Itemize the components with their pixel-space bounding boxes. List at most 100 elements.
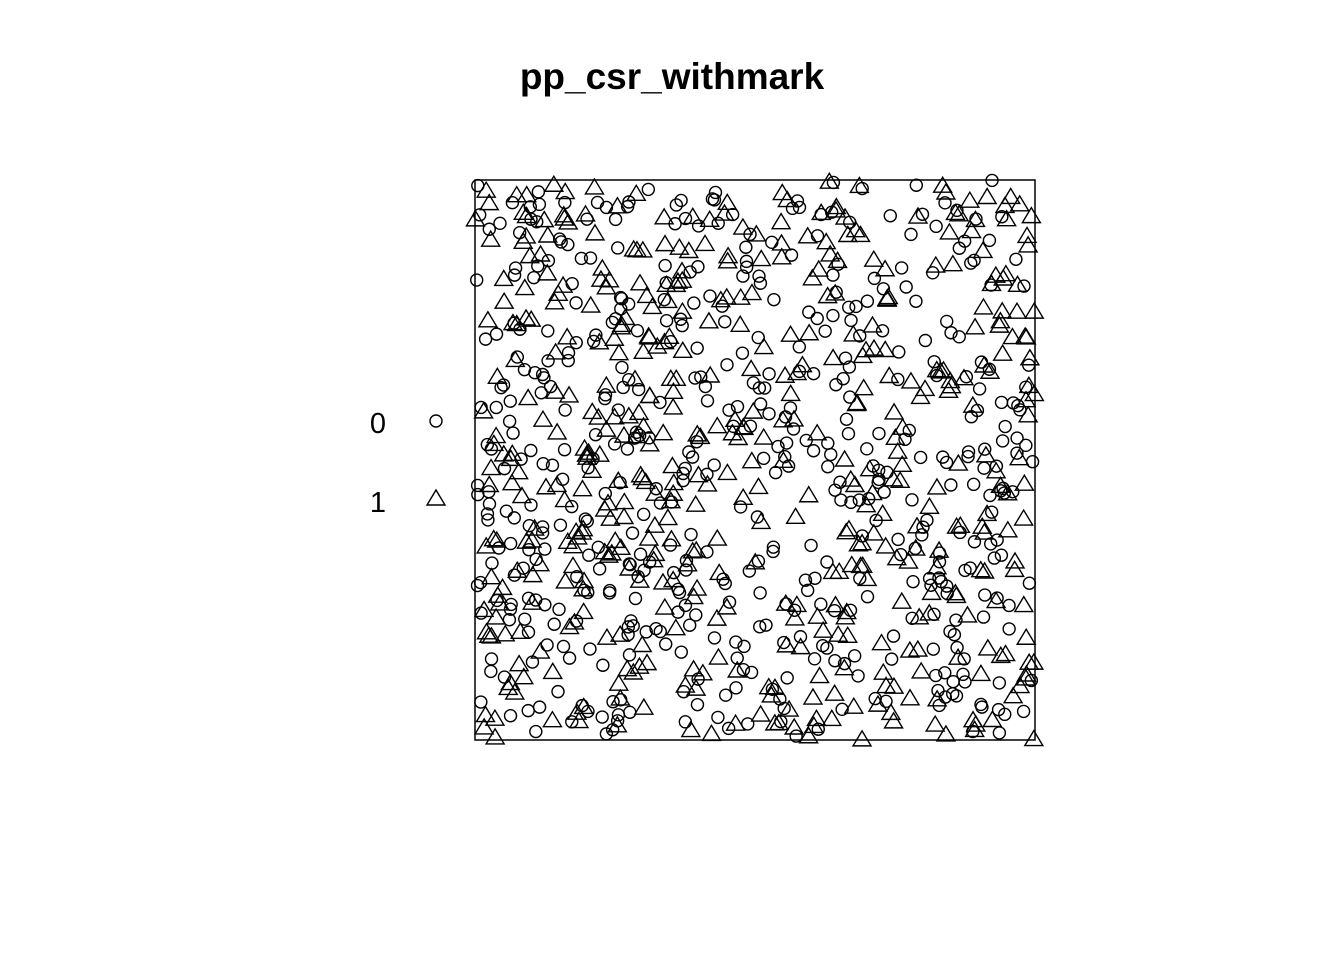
point-mark-0 (756, 451, 771, 466)
point-mark-1 (636, 653, 658, 671)
point-mark-1 (812, 620, 834, 638)
point-mark-1 (598, 545, 620, 563)
point-mark-1 (995, 264, 1017, 282)
point-mark-1 (972, 516, 993, 534)
point-mark-0 (484, 652, 499, 666)
point-mark-1 (989, 315, 1010, 333)
point-mark-1 (1017, 405, 1039, 423)
point-mark-1 (926, 689, 948, 707)
point-mark-0 (932, 571, 946, 585)
point-mark-1 (950, 515, 971, 533)
point-mark-1 (819, 171, 840, 189)
point-mark-1 (629, 570, 651, 588)
point-mark-0 (860, 294, 875, 308)
point-mark-1 (1016, 664, 1037, 682)
point-mark-0 (561, 237, 575, 252)
point-mark-1 (510, 621, 531, 639)
point-mark-0 (811, 722, 825, 736)
point-mark-0 (632, 428, 647, 443)
point-mark-1 (672, 301, 693, 319)
point-mark-0 (622, 648, 637, 662)
point-mark-1 (1002, 686, 1024, 704)
point-mark-1 (892, 454, 913, 473)
point-mark-0 (844, 313, 858, 328)
point-mark-0 (484, 442, 499, 456)
point-mark-0 (480, 507, 495, 521)
point-mark-0 (842, 360, 857, 374)
point-mark-1 (802, 268, 823, 286)
point-mark-0 (836, 372, 850, 386)
point-mark-0 (489, 400, 503, 415)
point-mark-0 (802, 305, 816, 319)
point-mark-0 (575, 698, 589, 713)
point-mark-0 (851, 669, 865, 683)
point-mark-0 (753, 276, 768, 290)
point-mark-1 (657, 508, 679, 526)
point-mark-0 (694, 370, 708, 384)
point-mark-1 (465, 209, 486, 227)
point-mark-0 (636, 507, 651, 522)
point-mark-1 (671, 261, 693, 279)
point-mark-0 (918, 333, 933, 348)
point-mark-0 (529, 552, 543, 566)
point-mark-0 (867, 271, 882, 286)
point-mark-1 (632, 240, 654, 258)
point-mark-1 (669, 237, 690, 255)
point-mark-1 (514, 278, 536, 296)
point-mark-1 (522, 565, 543, 583)
point-mark-0 (828, 483, 842, 497)
point-mark-0 (1019, 380, 1033, 394)
point-mark-1 (652, 423, 674, 441)
point-mark-1 (883, 402, 905, 420)
point-mark-0 (877, 485, 891, 499)
point-mark-0 (521, 591, 536, 605)
point-mark-1 (537, 225, 559, 243)
point-mark-0 (820, 641, 834, 655)
point-mark-1 (555, 571, 576, 589)
point-mark-0 (766, 540, 781, 554)
point-mark-0 (700, 467, 714, 482)
point-mark-0 (987, 551, 1002, 565)
point-mark-1 (596, 627, 618, 645)
point-mark-1 (885, 427, 906, 446)
point-mark-1 (837, 625, 858, 644)
point-mark-0 (736, 663, 751, 677)
point-mark-1 (807, 606, 828, 624)
point-mark-1 (871, 633, 892, 651)
point-mark-0 (574, 251, 589, 266)
point-mark-0 (894, 261, 909, 275)
point-mark-0 (507, 268, 522, 282)
point-mark-0 (842, 300, 856, 315)
point-mark-1 (982, 710, 1003, 728)
point-mark-0 (963, 561, 977, 575)
point-mark-1 (775, 593, 796, 611)
point-mark-0 (766, 544, 780, 559)
point-mark-0 (707, 458, 721, 472)
point-mark-1 (677, 554, 698, 572)
point-mark-1 (479, 475, 500, 493)
point-mark-0 (538, 542, 552, 556)
point-mark-0 (547, 617, 561, 631)
point-mark-0 (839, 412, 854, 427)
point-mark-0 (541, 354, 555, 368)
point-mark-0 (503, 536, 518, 551)
point-mark-0 (705, 192, 720, 206)
point-mark-0 (938, 666, 952, 680)
point-mark-1 (973, 297, 994, 315)
point-mark-1 (614, 492, 635, 510)
point-mark-1 (493, 269, 515, 287)
point-mark-0 (722, 403, 736, 417)
point-mark-0 (553, 518, 568, 532)
point-mark-1 (824, 683, 845, 701)
point-mark-1 (774, 365, 796, 383)
point-mark-0 (744, 665, 759, 680)
point-mark-0 (667, 565, 681, 580)
point-mark-0 (653, 496, 668, 510)
point-mark-1 (505, 350, 526, 368)
point-mark-0 (631, 382, 646, 397)
point-mark-0 (779, 436, 794, 450)
point-mark-1 (662, 456, 683, 474)
point-mark-1 (522, 592, 543, 610)
point-mark-1 (485, 426, 507, 444)
legend-label-0: 0 (370, 408, 386, 440)
